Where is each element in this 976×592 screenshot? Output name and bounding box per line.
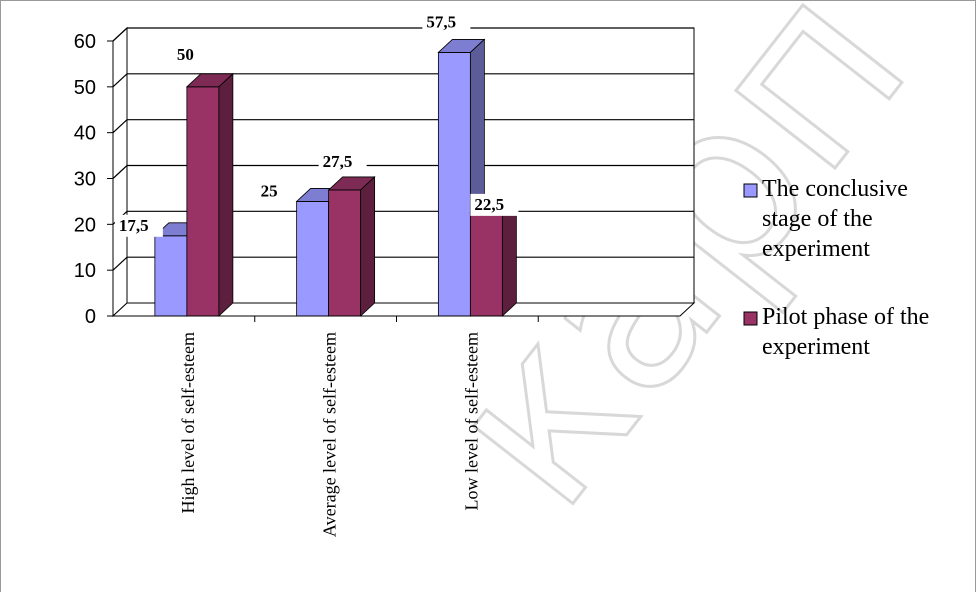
bar <box>186 86 220 317</box>
bar-side <box>360 176 376 317</box>
gridline <box>112 164 694 179</box>
axes: 0 10 20 30 40 50 60 High level of self-esteem Av… <box>74 31 680 537</box>
y-tick-label: 50 <box>74 77 96 99</box>
data-label: 22,5 <box>474 195 504 214</box>
data-label-box <box>470 193 519 216</box>
legend-swatch <box>743 183 758 198</box>
data-labels: 17,5 50 25 27,5 57,5 22,5 <box>114 11 519 237</box>
x-category-label: High level of self-esteem <box>178 332 198 513</box>
bar <box>296 201 330 317</box>
bar <box>437 52 471 317</box>
bar <box>328 189 362 317</box>
bar-side <box>501 198 517 317</box>
data-label: 17,5 <box>119 216 149 235</box>
gridline <box>112 73 694 88</box>
x-category-label: Average level of self-esteem <box>320 332 340 537</box>
legend-label: The conclusive <box>762 176 908 202</box>
legend-label: stage of the <box>762 206 873 232</box>
data-label-box <box>172 43 201 66</box>
data-label-box <box>256 180 285 203</box>
legend-label: Pilot phase of the <box>762 304 929 330</box>
data-label: 27,5 <box>323 152 353 171</box>
legend-label: experiment <box>762 236 870 262</box>
data-label: 50 <box>177 45 194 64</box>
data-label-box <box>114 214 163 237</box>
legend-swatch <box>743 311 758 326</box>
gridline <box>112 27 694 42</box>
data-label: 57,5 <box>426 12 456 31</box>
data-label-box <box>422 11 471 34</box>
y-tick-label: 0 <box>85 306 96 328</box>
y-tick-label: 20 <box>74 214 96 236</box>
y-tick-label: 10 <box>74 260 96 282</box>
bar-side <box>218 72 234 317</box>
data-label-box <box>318 150 367 173</box>
y-tick-label: 40 <box>74 123 96 145</box>
bar <box>154 235 188 317</box>
x-category-label: Low level of self-esteem <box>461 332 481 510</box>
legend-label: experiment <box>762 334 870 360</box>
bar <box>469 212 503 317</box>
legend: The conclusive stage of the experiment Pilo… <box>743 176 929 360</box>
data-label: 25 <box>261 181 278 200</box>
y-tick-label: 30 <box>74 169 96 191</box>
gridline <box>112 119 694 134</box>
y-tick-label: 60 <box>74 31 96 53</box>
bars <box>153 38 518 317</box>
